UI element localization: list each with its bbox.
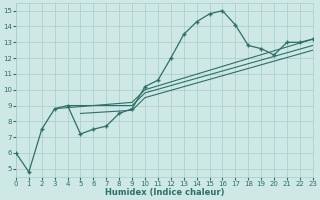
X-axis label: Humidex (Indice chaleur): Humidex (Indice chaleur) — [105, 188, 224, 197]
